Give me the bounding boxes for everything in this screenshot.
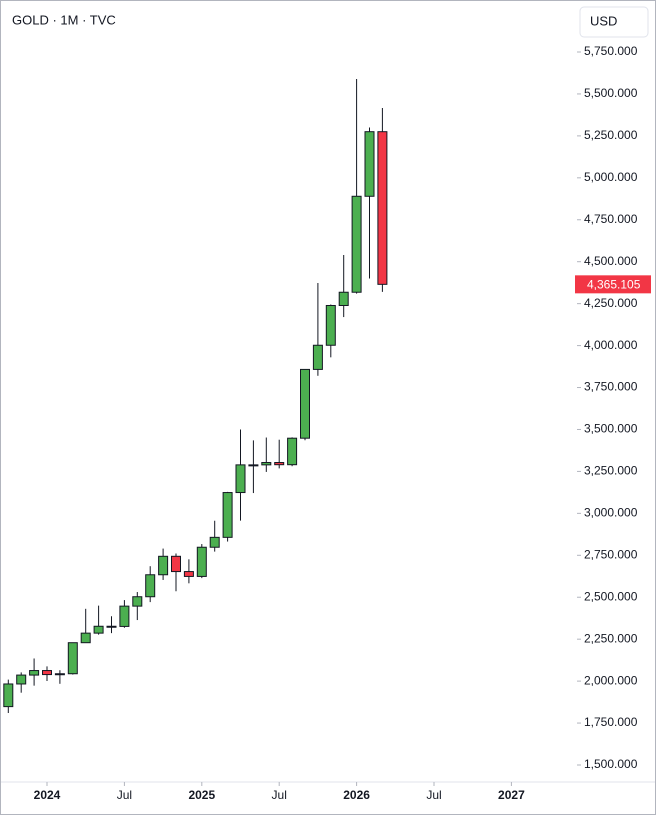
y-tick-label: 4,000.000 xyxy=(584,338,638,352)
candle-body xyxy=(158,555,169,576)
candle-body xyxy=(351,195,362,293)
y-tick-label: 4,750.000 xyxy=(584,212,638,226)
candle-body xyxy=(196,546,207,577)
candle-body xyxy=(274,462,285,466)
candle-body xyxy=(145,574,156,598)
y-tick-label: 2,500.000 xyxy=(584,589,638,603)
candle-body xyxy=(287,437,298,466)
candle-body xyxy=(3,683,14,708)
candle-body xyxy=(42,670,52,676)
x-tick-label: 2026 xyxy=(343,788,370,802)
currency-label[interactable]: USD xyxy=(590,13,617,28)
candle-body xyxy=(119,605,130,627)
y-tick-label: 3,500.000 xyxy=(584,422,638,436)
y-tick-label: 2,750.000 xyxy=(584,547,638,561)
candle-body xyxy=(106,625,117,628)
y-tick-label: 2,000.000 xyxy=(584,673,638,687)
chart-title: GOLD · 1M · TVC xyxy=(12,12,116,27)
candle-body xyxy=(171,555,181,573)
candle-body xyxy=(132,596,143,607)
y-tick-label: 5,500.000 xyxy=(584,86,638,100)
candle-body xyxy=(54,673,65,676)
x-tick-label: 2027 xyxy=(498,788,525,802)
candle-body xyxy=(80,632,91,644)
x-tick-label: 2025 xyxy=(188,788,215,802)
y-tick-label: 1,750.000 xyxy=(584,715,638,729)
candle-body xyxy=(338,291,349,306)
y-tick-label: 3,250.000 xyxy=(584,464,638,478)
y-tick-label: 3,000.000 xyxy=(584,506,638,520)
currency-button[interactable] xyxy=(579,6,649,38)
candle-body xyxy=(29,670,40,676)
candle-body xyxy=(16,674,27,685)
x-tick-label: Jul xyxy=(426,788,441,802)
candle-body xyxy=(325,304,336,346)
x-tick-label: 2024 xyxy=(34,788,61,802)
candle-body xyxy=(93,625,104,634)
last-price-label: 4,365.105 xyxy=(587,278,641,292)
candle-body xyxy=(209,536,220,548)
candle-body xyxy=(300,368,310,439)
candle-body xyxy=(261,462,272,466)
candle-body xyxy=(364,131,375,197)
y-tick-label: 4,500.000 xyxy=(584,254,638,268)
x-tick-label: Jul xyxy=(117,788,132,802)
candle-body xyxy=(67,642,78,675)
last-price-tag xyxy=(575,275,651,294)
y-tick-label: 1,500.000 xyxy=(584,757,638,771)
candle-body xyxy=(222,492,233,538)
candle-body xyxy=(235,464,246,494)
y-tick-label: 5,250.000 xyxy=(584,128,638,142)
candle-body xyxy=(312,344,323,370)
candle-body xyxy=(377,131,388,285)
y-tick-label: 3,750.000 xyxy=(584,380,638,394)
y-tick-label: 5,000.000 xyxy=(584,170,638,184)
x-tick-label: Jul xyxy=(272,788,287,802)
y-tick-label: 4,250.000 xyxy=(584,296,638,310)
candle-body xyxy=(248,464,259,467)
y-tick-label: 2,250.000 xyxy=(584,631,638,645)
y-tick-label: 5,750.000 xyxy=(584,44,638,58)
candle-body xyxy=(183,571,194,577)
